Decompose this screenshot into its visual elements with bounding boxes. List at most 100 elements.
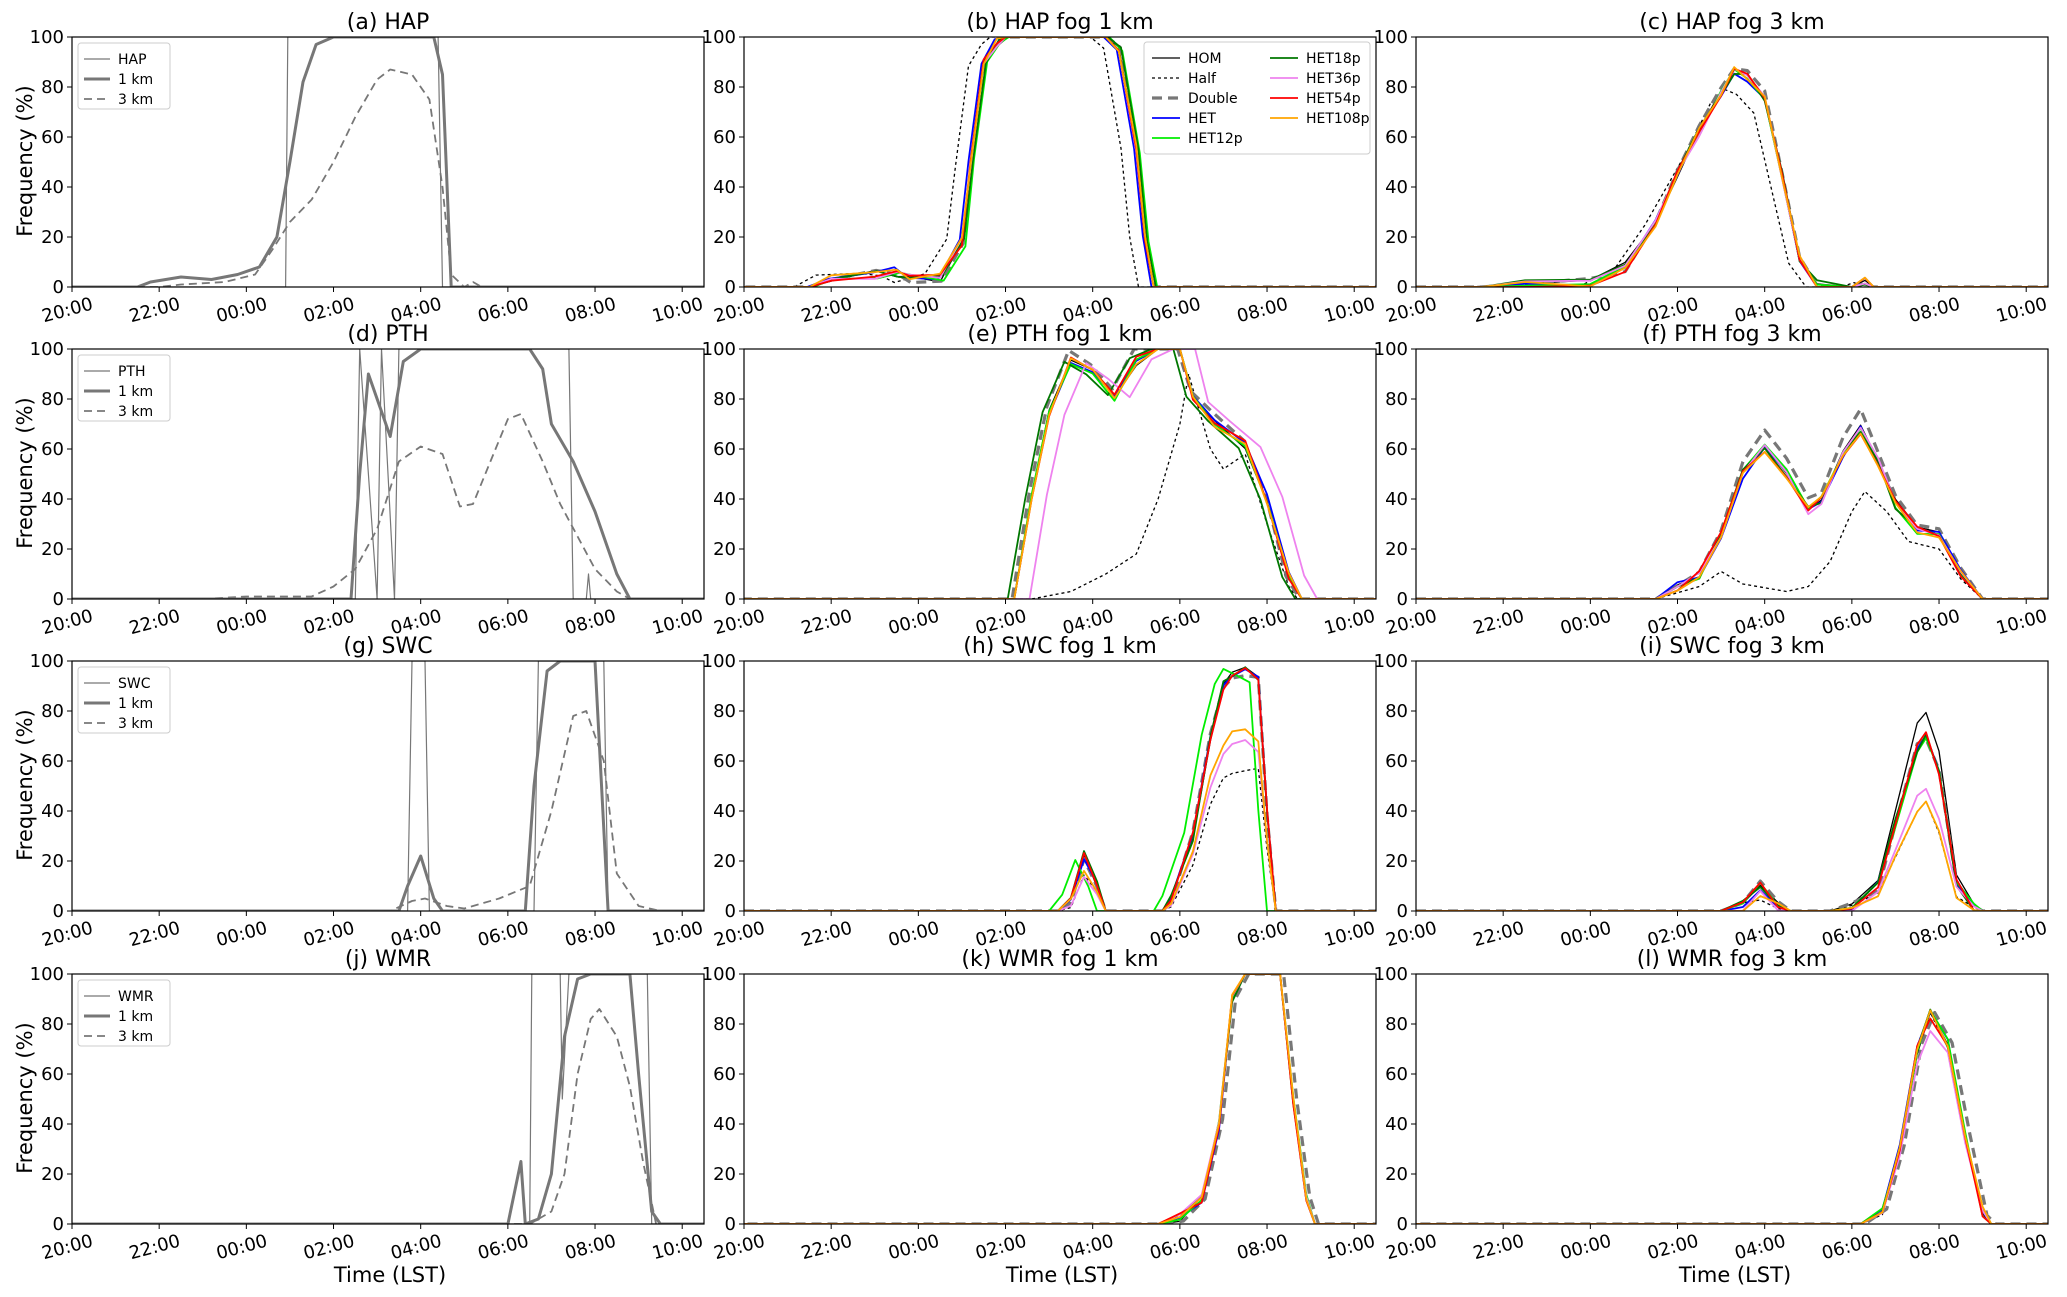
series-line-het108p — [1416, 800, 2048, 911]
panel-title: (f) PTH fog 3 km — [1642, 322, 1821, 347]
x-tick-label: 04:00 — [1060, 1231, 1116, 1265]
x-tick-label: 00:00 — [886, 294, 942, 328]
y-tick-label: 60 — [713, 127, 736, 148]
series-line-het18p — [1416, 431, 2048, 599]
x-tick-label: 10:00 — [650, 294, 706, 328]
x-tick-label: 00:00 — [1558, 1231, 1614, 1265]
plot-area — [744, 666, 1376, 911]
y-tick-label: 100 — [1374, 651, 1408, 672]
x-tick-label: 08:00 — [563, 294, 619, 328]
legend-label: 1 km — [118, 384, 153, 400]
series-line-1-km — [72, 974, 704, 1224]
legend-label: HET108p — [1306, 111, 1370, 127]
x-tick-label: 06:00 — [476, 918, 532, 952]
x-tick-label: 22:00 — [799, 606, 855, 640]
series-line-het18p — [1416, 72, 2048, 287]
y-tick-label: 40 — [1385, 489, 1408, 510]
series-line-het54p — [744, 974, 1376, 1224]
y-tick-label: 20 — [713, 539, 736, 560]
y-tick-label: 0 — [1397, 1214, 1408, 1235]
series-line-het36p — [759, 349, 1376, 599]
legend-box — [1143, 41, 1371, 155]
series-line-het54p — [744, 667, 1376, 911]
series-line-het36p — [1416, 426, 2048, 599]
series-line-double — [1420, 1010, 2048, 1224]
y-tick-label: 20 — [713, 227, 736, 248]
series-line-hom — [1416, 424, 2048, 599]
panel-frame — [71, 348, 705, 600]
legend: WMR 1 km 3 km — [77, 979, 171, 1047]
x-tick-label: 00:00 — [214, 606, 270, 640]
xlabel-col-2: Time (LST) — [1005, 1263, 1118, 1287]
series-line-het54p — [1416, 1017, 2048, 1224]
x-tick-label: 20:00 — [712, 606, 768, 640]
panel-frame — [71, 660, 705, 912]
y-tick-label: 100 — [1374, 339, 1408, 360]
series-line-double — [744, 349, 1374, 599]
legend-label: 3 km — [118, 1029, 153, 1045]
y-tick-label: 60 — [1385, 1064, 1408, 1085]
x-tick-label: 22:00 — [799, 918, 855, 952]
panel-frame — [743, 348, 1377, 600]
x-tick-label: 08:00 — [563, 918, 619, 952]
y-tick-label: 100 — [702, 27, 736, 48]
x-tick-label: 10:00 — [650, 918, 706, 952]
y-axis-labels: Frequency (%) Frequency (%) Frequency (%… — [13, 85, 37, 1174]
plot-area — [744, 349, 1376, 599]
series-line-half — [744, 373, 1376, 599]
x-tick-label: 00:00 — [1558, 294, 1614, 328]
series-line-half — [1416, 88, 2038, 287]
x-tick-label: 20:00 — [40, 1231, 96, 1265]
y-tick-label: 20 — [1385, 227, 1408, 248]
panel-title: (c) HAP fog 3 km — [1639, 10, 1824, 35]
panel-frame — [1415, 973, 2049, 1225]
y-tick-label: 60 — [1385, 751, 1408, 772]
x-tick-label: 00:00 — [886, 606, 942, 640]
legend-label: 1 km — [118, 72, 153, 88]
x-tick-label: 06:00 — [476, 294, 532, 328]
y-tick-label: 100 — [702, 651, 736, 672]
y-tick-label: 0 — [53, 901, 64, 922]
legend-label: 3 km — [118, 716, 153, 732]
x-tick-label: 20:00 — [712, 918, 768, 952]
y-tick-label: 20 — [713, 851, 736, 872]
x-tick-label: 08:00 — [1235, 606, 1291, 640]
series-line-het108p — [1416, 432, 2048, 599]
x-tick-label: 20:00 — [1384, 918, 1440, 952]
series-line-het — [1416, 72, 2048, 287]
y-tick-label: 80 — [1385, 701, 1408, 722]
x-tick-label: 00:00 — [1558, 918, 1614, 952]
x-tick-label: 10:00 — [1322, 606, 1378, 640]
y-tick-label: 80 — [1385, 389, 1408, 410]
y-tick-label: 20 — [713, 1164, 736, 1185]
y-tick-label: 40 — [1385, 1114, 1408, 1135]
series-line-het18p — [744, 666, 1376, 911]
x-tick-label: 06:00 — [1148, 294, 1204, 328]
panel-frame — [71, 973, 705, 1225]
x-tick-label: 20:00 — [1384, 1231, 1440, 1265]
series-line-het36p — [744, 739, 1376, 911]
x-tick-label: 00:00 — [214, 1231, 270, 1265]
series-line-3-km — [72, 68, 704, 287]
series-line-1-km — [72, 661, 704, 911]
y-tick-label: 40 — [41, 177, 64, 198]
ylabel-row-1: Frequency (%) — [13, 85, 37, 237]
y-tick-label: 0 — [1397, 589, 1408, 610]
y-tick-label: 100 — [30, 339, 64, 360]
series-line-het12p — [744, 668, 1368, 911]
y-tick-label: 80 — [713, 389, 736, 410]
legend-label: WMR — [118, 989, 154, 1005]
x-tick-label: 00:00 — [214, 294, 270, 328]
xlabel-col-3: Time (LST) — [1678, 1263, 1791, 1287]
ylabel-row-2: Frequency (%) — [13, 397, 37, 549]
plot-area — [1416, 1008, 2048, 1224]
y-tick-label: 100 — [1374, 964, 1408, 985]
x-tick-label: 20:00 — [712, 1231, 768, 1265]
plot-area — [1416, 66, 2048, 287]
legend-label: 3 km — [118, 92, 153, 108]
x-tick-label: 20:00 — [1384, 606, 1440, 640]
panel-frame — [743, 973, 1377, 1225]
y-tick-label: 40 — [713, 177, 736, 198]
panel-title: (d) PTH — [347, 322, 428, 347]
